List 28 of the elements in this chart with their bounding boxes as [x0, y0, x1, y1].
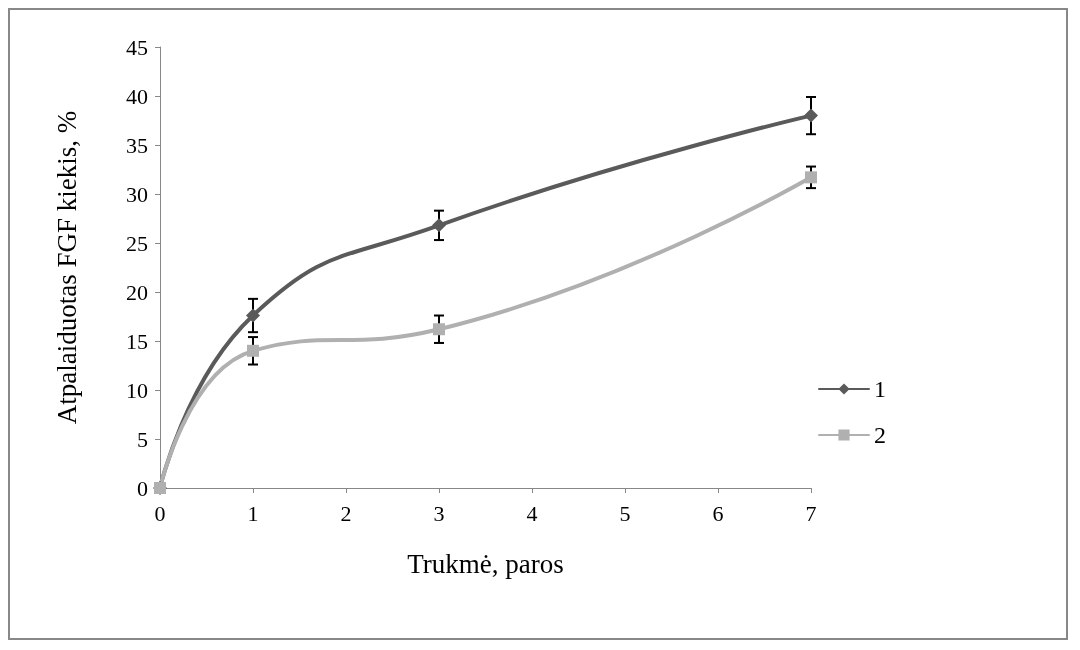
legend-label: 2 [874, 422, 886, 448]
y-tick-label: 35 [126, 132, 148, 158]
y-axis-title: Atpalaiduotas FGF kiekis, % [51, 110, 82, 425]
x-tick-label: 1 [247, 500, 259, 526]
y-tick-label: 5 [137, 426, 148, 452]
point [805, 171, 817, 184]
point [246, 308, 260, 323]
y-tick-label: 25 [126, 230, 148, 256]
point [247, 344, 259, 357]
point [804, 108, 818, 123]
y-tick-label: 20 [126, 279, 148, 305]
x-tick-label: 4 [526, 500, 538, 526]
x-tick-label: 2 [340, 500, 352, 526]
x-tick-label: 3 [433, 500, 445, 526]
y-tick-label: 45 [126, 34, 148, 60]
point [432, 218, 446, 233]
y-tick-label: 30 [126, 181, 148, 207]
y-tick-label: 0 [137, 475, 148, 501]
x-axis-title: Trukmė, paros [407, 548, 564, 579]
x-tick-label: 7 [805, 500, 817, 526]
x-tick-label: 6 [712, 500, 724, 526]
legend-label: 1 [874, 376, 886, 402]
y-tick-label: 10 [126, 377, 148, 403]
x-tick-label: 5 [619, 500, 631, 526]
y-tick-label: 15 [126, 328, 148, 354]
point [433, 323, 445, 336]
y-tick-label: 40 [126, 83, 148, 109]
x-tick-label: 0 [154, 500, 166, 526]
